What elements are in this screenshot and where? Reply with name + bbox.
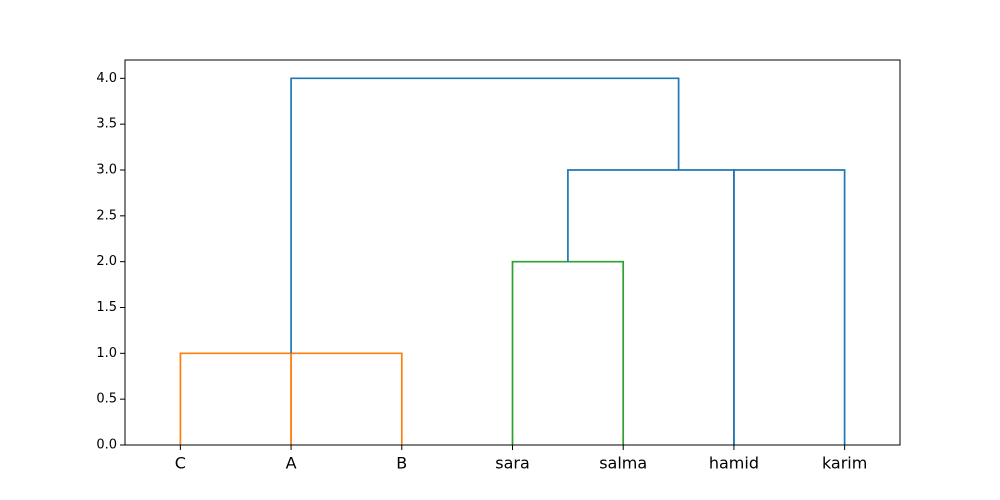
dendrogram-link-1 (290, 352, 403, 445)
y-tick-label: 4.0 (96, 71, 117, 86)
leaf-label: hamid (709, 454, 759, 473)
y-tick-label: 0.5 (96, 392, 117, 407)
leaf-label: C (175, 454, 186, 473)
leaf-label: salma (599, 454, 647, 473)
dendrogram-link-3 (567, 169, 735, 445)
y-tick-label: 1.0 (96, 346, 117, 361)
y-tick-label: 2.0 (96, 254, 117, 269)
y-tick-label: 3.5 (96, 117, 117, 132)
dendrogram-link-0 (179, 352, 292, 445)
dendrogram-link-5 (290, 77, 680, 354)
y-tick-label: 1.5 (96, 300, 117, 315)
y-tick-label: 2.5 (96, 208, 117, 223)
dendrogram-link-2 (511, 260, 625, 445)
y-tick-label: 3.0 (96, 163, 117, 178)
y-axis-ticks: 0.0 0.5 1.0 1.5 2.0 2.5 3.0 3.5 4.0 (96, 71, 125, 453)
leaf-label: sara (495, 454, 530, 473)
y-tick-label: 0.0 (96, 438, 117, 453)
dendrogram-links (179, 77, 846, 445)
leaf-label: karim (822, 454, 867, 473)
leaf-label: A (286, 454, 297, 473)
leaf-label: B (396, 454, 407, 473)
dendrogram-link-4 (733, 169, 846, 445)
